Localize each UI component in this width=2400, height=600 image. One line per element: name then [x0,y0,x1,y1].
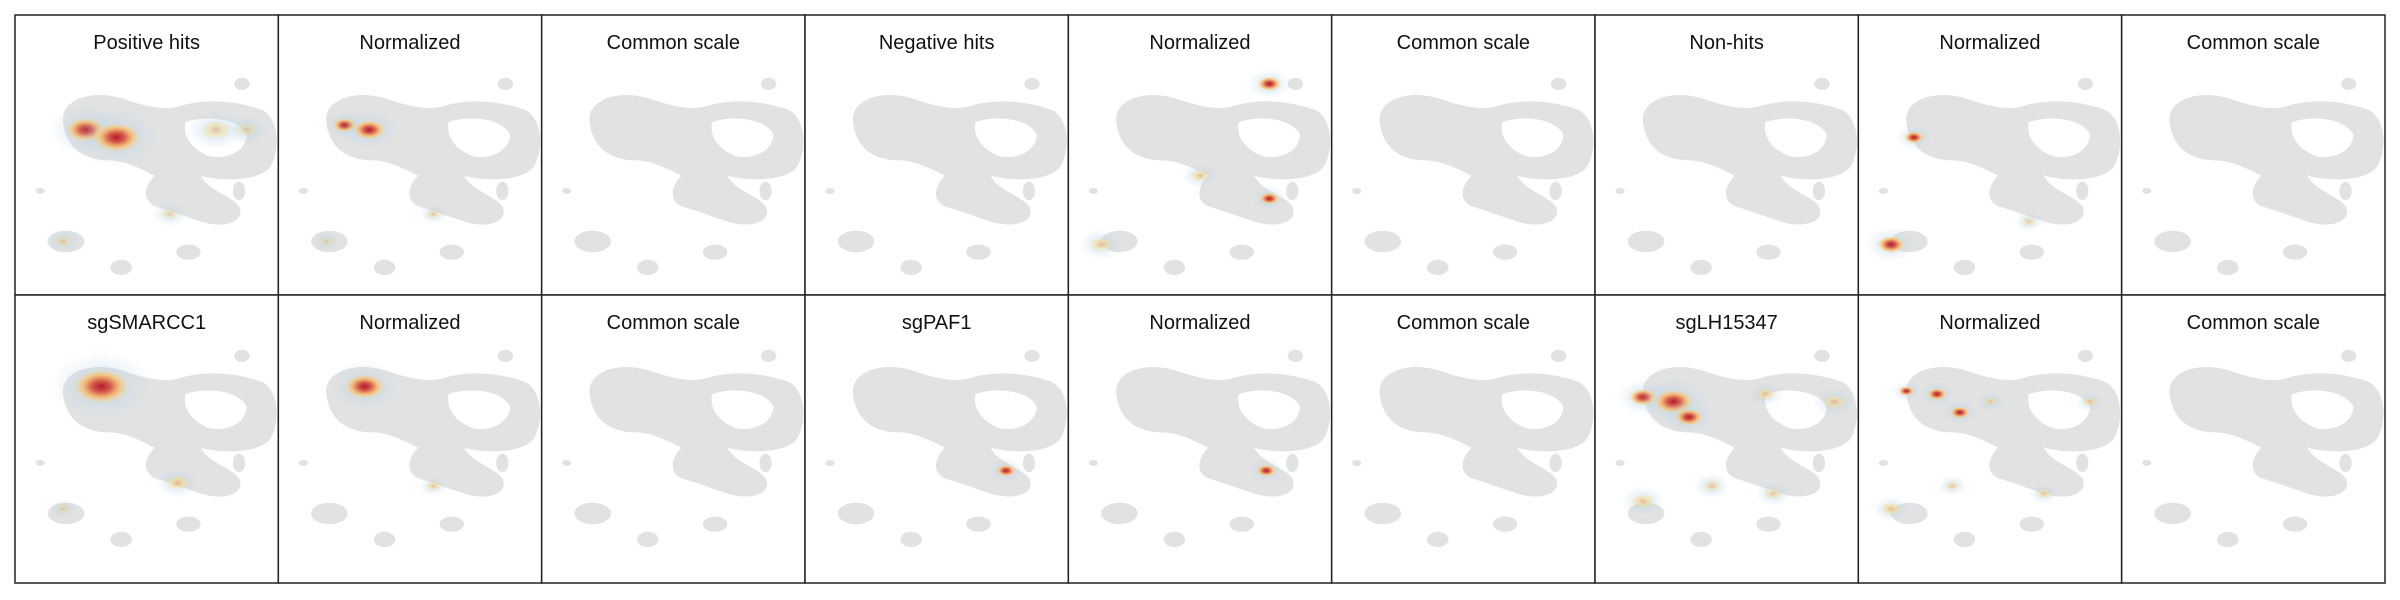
panel-title: Non-hits [1689,32,1763,54]
density-spot [1982,396,1999,407]
density-spot [353,119,386,140]
panel-title: Common scale [607,32,740,54]
panel: Normalized [277,294,543,584]
panel: Normalized [277,14,543,296]
embedding [1872,349,2121,548]
embedding [1865,77,2121,276]
panel-grid: Positive hits Normalized Common scale Negat… [14,14,2386,584]
panel-title: Normalized [1939,312,2040,334]
density-spot [1877,235,1905,254]
density-spot [1904,131,1924,144]
density-spot [1701,479,1722,493]
embedding [1615,349,1857,548]
density-spot [1898,386,1915,396]
density-spot [165,475,190,491]
panel: Normalized [1067,294,1333,584]
density-spot [1881,502,1901,515]
density-spot [1259,192,1280,205]
density-spot [1089,237,1113,252]
density-spot [1257,76,1282,92]
density-spot [344,374,385,399]
density-spot [53,235,73,248]
density-spot [1949,406,1970,419]
panel: Common scale [1330,14,1596,296]
embedding [1078,68,1331,276]
panel: sgLH15347 [1594,294,1860,584]
panel: Common scale [1330,294,1596,584]
panel: Normalized [1857,294,2123,584]
panel-title: Normalized [359,312,460,334]
density-spot [1631,493,1655,509]
panel-title: Normalized [1939,32,2040,54]
density-spot [1763,487,1783,500]
density-spot [2036,488,2052,499]
density-spot [425,209,442,219]
panel-title: Normalized [359,32,460,54]
panel-title: sgPAF1 [902,312,972,334]
density-spot [1755,387,1776,401]
panel: Normalized [1857,14,2123,296]
density-spot [1190,169,1211,182]
panel-title: sgLH15347 [1676,312,1778,334]
panel: sgSMARCC1 [14,294,280,584]
density-spot [73,369,130,404]
density-spot [2020,216,2037,227]
panel-title: Common scale [1397,32,1530,54]
density-spot [318,236,335,247]
panel-title: Common scale [1397,312,1530,334]
density-spot [92,122,141,153]
panel-title: Positive hits [93,32,200,54]
density-spot [1822,394,1847,410]
density-spot [1256,464,1277,477]
density-spot [234,122,259,138]
panel: Normalized [1067,14,1333,296]
panel-title: Common scale [2187,32,2320,54]
density-spot [1926,387,1947,401]
density-spot [1674,408,1703,426]
embedding [35,349,277,548]
density-spot [996,464,1016,477]
panel: Common scale [540,294,806,584]
density-spot [1944,481,1961,491]
density-spot [160,207,181,221]
density-spot [2081,396,2098,407]
panel-title: Negative hits [879,32,995,54]
panel: sgPAF1 [804,294,1070,584]
embedding [825,349,1067,548]
panel: Common scale [2120,294,2386,584]
density-spot [425,481,442,491]
panel-title: Common scale [607,312,740,334]
embedding [1088,349,1331,548]
panel-title: Normalized [1149,32,1250,54]
embedding [35,77,277,276]
density-spot [200,119,232,140]
panel-title: Normalized [1149,312,1250,334]
density-spot [55,503,71,514]
embedding [298,77,541,276]
panel: Negative hits [804,14,1070,296]
panel: Common scale [2120,14,2386,296]
panel: Common scale [540,14,806,296]
embedding [298,349,541,548]
panel: Non-hits [1594,14,1860,296]
panel: Positive hits [14,14,280,296]
panel-title: Common scale [2187,312,2320,334]
panel-title: sgSMARCC1 [87,312,206,334]
